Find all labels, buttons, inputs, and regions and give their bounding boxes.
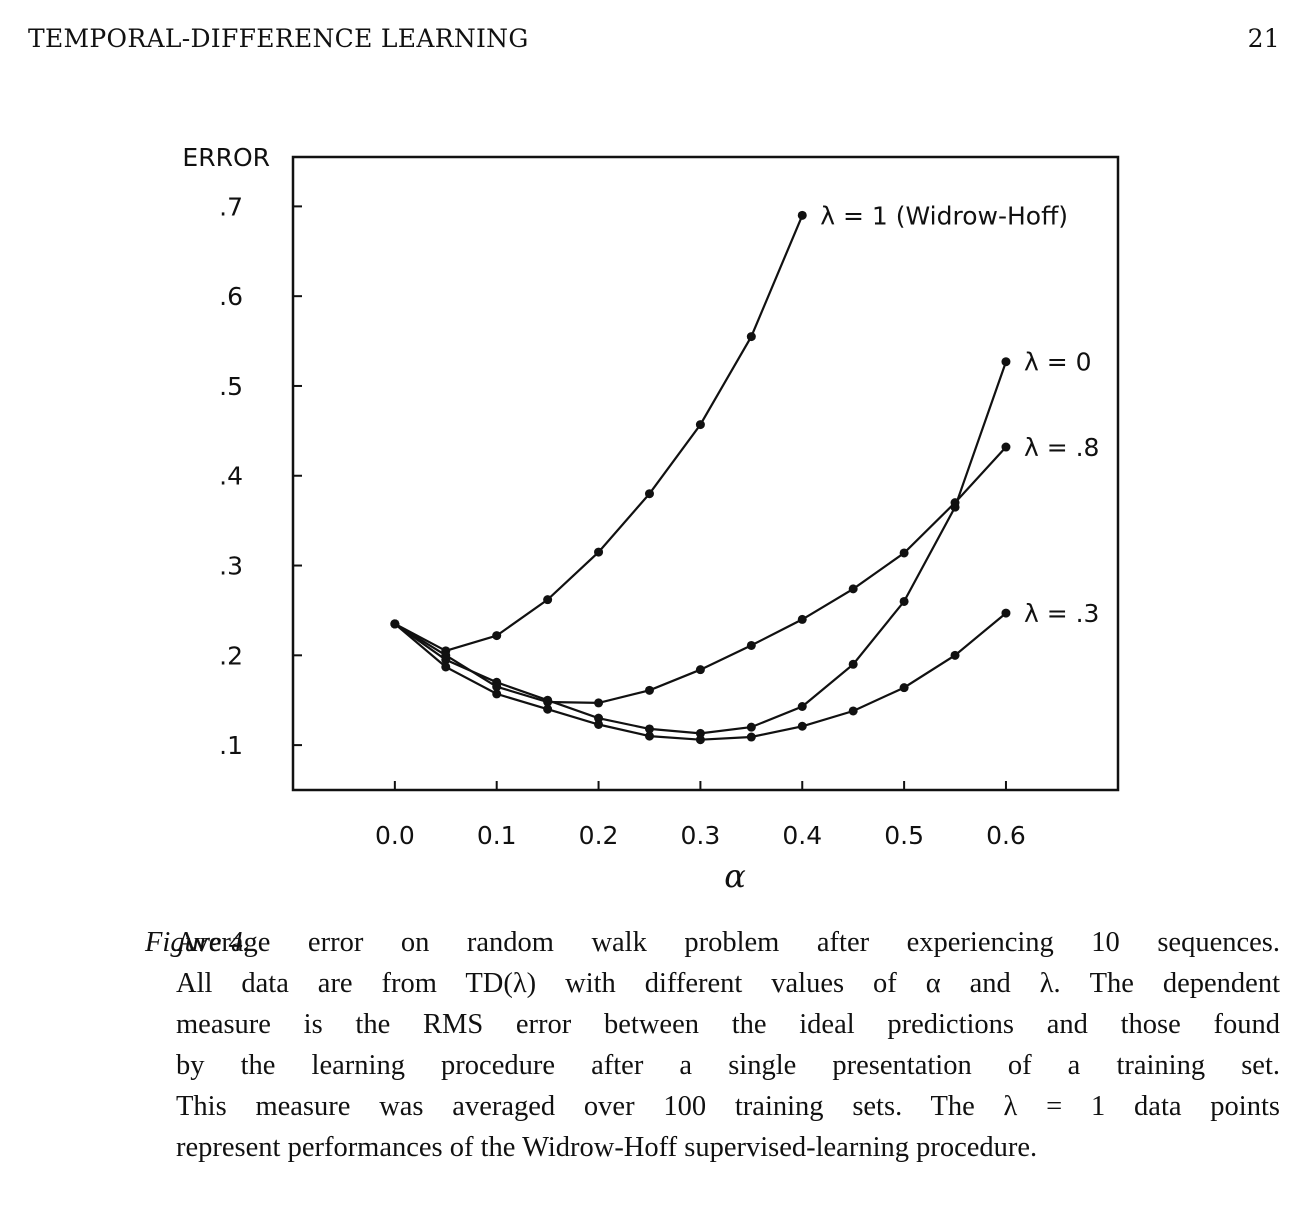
series-layer: λ = 1 (Widrow-Hoff) λ = 0 λ = .8 λ = .3 <box>390 201 1099 745</box>
figure-caption: Figure 4. Average error on random walk p… <box>145 922 1280 1168</box>
data-point <box>492 682 502 692</box>
series-label: λ = .8 <box>1024 433 1099 462</box>
series-group: λ = .3 <box>390 599 1099 745</box>
series-label: λ = .3 <box>1024 599 1099 628</box>
series-line <box>394 361 1008 735</box>
x-axis-label: α <box>724 857 746 895</box>
data-point <box>441 662 451 672</box>
data-point <box>797 614 807 624</box>
data-point <box>492 689 502 699</box>
x-tick-label: 0.5 <box>884 821 924 850</box>
x-tick-label: 0.1 <box>477 821 517 850</box>
data-point <box>848 706 858 716</box>
data-point <box>950 650 960 660</box>
x-tick-label: 0.3 <box>681 821 721 850</box>
data-point <box>543 704 553 714</box>
data-point <box>644 489 654 499</box>
caption-line: by the learning procedure after a single… <box>176 1050 1280 1081</box>
running-head: TEMPORAL-DIFFERENCE LEARNING 21 <box>28 24 1280 64</box>
data-point <box>746 722 756 732</box>
data-point <box>1001 357 1011 367</box>
data-point <box>594 547 604 557</box>
series-group: λ = .8 <box>390 433 1099 708</box>
series-group: λ = 1 (Widrow-Hoff) <box>390 201 1068 656</box>
page-number: 21 <box>1247 24 1280 53</box>
series-line <box>394 446 1007 705</box>
y-tick-label: .1 <box>219 731 243 760</box>
caption-line: All data are from TD(λ) with different v… <box>176 968 1280 999</box>
error-vs-alpha-chart: .1 .2 .3 .4 .5 .6 .7 0.0 0.1 0.2 0.3 0.4 0.5 0.6 λ =… <box>182 143 1120 895</box>
data-point <box>746 732 756 742</box>
data-point <box>797 721 807 731</box>
x-tick-label: 0.6 <box>986 821 1026 850</box>
series-label: λ = 0 <box>1024 348 1092 377</box>
x-axis: 0.0 0.1 0.2 0.3 0.4 0.5 0.6 <box>375 781 1026 850</box>
y-axis: .1 .2 .3 .4 .5 .6 .7 <box>219 192 302 760</box>
data-point <box>848 659 858 669</box>
x-tick-label: 0.2 <box>579 821 619 850</box>
data-point <box>695 420 705 430</box>
series-line <box>394 612 1007 741</box>
data-point <box>797 210 807 220</box>
caption-body: Average error on random walk problem aft… <box>176 922 1280 1168</box>
data-point <box>695 728 705 738</box>
caption-line: This measure was averaged over 100 train… <box>176 1091 1280 1122</box>
data-point <box>950 498 960 508</box>
data-point <box>492 631 502 641</box>
y-tick-label: .4 <box>219 462 243 491</box>
data-point <box>594 713 604 723</box>
data-point <box>899 683 909 693</box>
data-point <box>746 640 756 650</box>
y-tick-label: .2 <box>219 641 243 670</box>
y-tick-label: .3 <box>219 552 243 581</box>
data-point <box>644 724 654 734</box>
data-point <box>1001 442 1011 452</box>
data-point <box>1001 608 1011 618</box>
data-point <box>390 619 400 629</box>
data-point <box>899 596 909 606</box>
data-point <box>695 735 705 745</box>
data-point <box>543 595 553 605</box>
data-point <box>695 665 705 675</box>
data-point <box>899 548 909 558</box>
caption-line: Average error on random walk problem aft… <box>176 927 1280 958</box>
y-tick-label: .7 <box>219 192 243 221</box>
data-point <box>848 584 858 594</box>
running-head-title: TEMPORAL-DIFFERENCE LEARNING <box>28 24 529 53</box>
data-point <box>746 332 756 342</box>
data-point <box>543 697 553 707</box>
series-group: λ = 0 <box>390 348 1092 738</box>
data-point <box>797 701 807 711</box>
data-point <box>594 719 604 729</box>
y-axis-label: ERROR <box>182 143 270 172</box>
data-point <box>594 698 604 708</box>
data-point <box>441 650 451 660</box>
y-tick-label: .6 <box>219 282 243 311</box>
caption-line: measure is the RMS error between the ide… <box>176 1009 1280 1040</box>
series-label: λ = 1 (Widrow-Hoff) <box>820 201 1068 230</box>
plot-frame <box>291 155 1120 792</box>
x-tick-label: 0.0 <box>375 821 415 850</box>
caption-label: Figure 4. <box>145 927 251 958</box>
caption-line: represent performances of the Widrow-Hof… <box>176 1132 1038 1163</box>
data-point <box>644 685 654 695</box>
data-point <box>644 731 654 741</box>
series-line <box>394 214 804 652</box>
y-tick-label: .5 <box>219 372 243 401</box>
x-tick-label: 0.4 <box>782 821 822 850</box>
